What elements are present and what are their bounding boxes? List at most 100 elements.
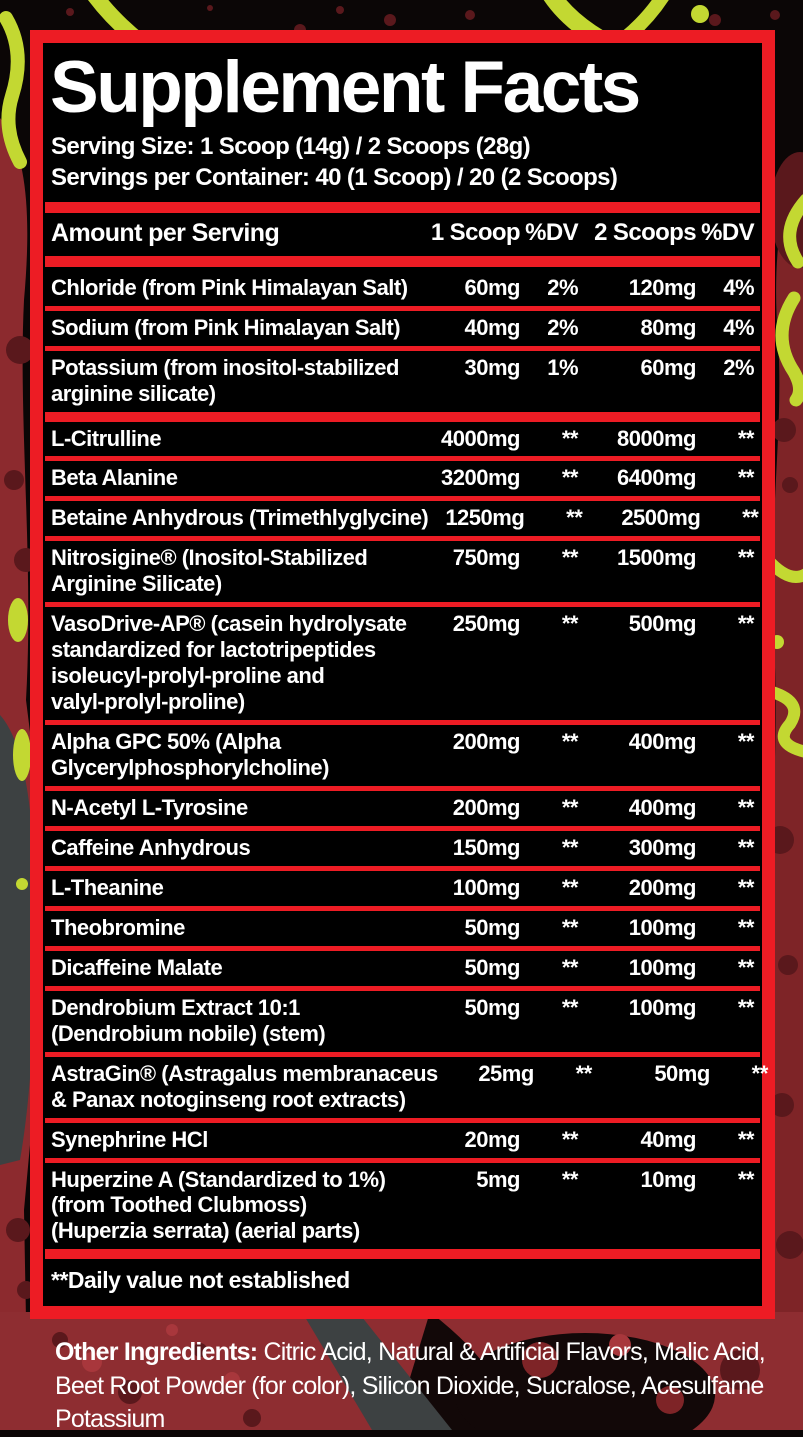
amount-2-scoops: 8000mg — [617, 425, 696, 451]
dv-1-scoop: ** — [561, 954, 579, 980]
ingredient-name: Huperzine A (Standardized to 1%) (from T… — [51, 1166, 386, 1244]
dv-1-scoop: ** — [561, 611, 579, 637]
dv-2-scoops: ** — [737, 425, 755, 451]
dv-2-scoops: 4% — [723, 274, 754, 300]
table-row: Beta Alanine 3200mg ** 6400mg ** — [43, 461, 762, 496]
table-row: Synephrine HCl 20mg ** 40mg ** — [43, 1123, 762, 1158]
table-row: VasoDrive-AP® (casein hydrolysate standa… — [43, 607, 762, 720]
amount-1-scoop: 5mg — [476, 1166, 520, 1192]
amount-1-scoop: 40mg — [464, 314, 521, 340]
table-row: Alpha GPC 50% (Alpha Glycerylphosphorylc… — [43, 725, 762, 786]
amount-1-scoop: 30mg — [464, 354, 521, 380]
dv-2-scoops: ** — [751, 1060, 769, 1086]
dv-2-scoops: ** — [737, 729, 755, 755]
dv-1-scoop: ** — [566, 505, 583, 531]
amount-1-scoop: 200mg — [452, 729, 521, 755]
table-row: Dicaffeine Malate 50mg ** 100mg ** — [43, 951, 762, 986]
ingredient-name: Alpha GPC 50% (Alpha Glycerylphosphorylc… — [51, 729, 329, 781]
divider-bar — [45, 202, 760, 214]
ingredient-name: Dendrobium Extract 10:1 (Dendrobium nobi… — [51, 994, 326, 1046]
dv-1-scoop: ** — [561, 834, 579, 860]
dv-2-scoops: 4% — [723, 314, 754, 340]
dv-1-scoop: ** — [561, 1166, 579, 1192]
dv-2-scoops: ** — [737, 545, 755, 571]
dv-1-scoop: ** — [561, 465, 579, 491]
ingredient-name: Caffeine Anhydrous — [51, 834, 251, 860]
ingredient-name: L-Citrulline — [51, 425, 162, 451]
row-separator — [45, 411, 760, 422]
dv-1-scoop: 2% — [547, 314, 578, 340]
ingredient-name: L-Theanine — [51, 874, 164, 900]
row-separator — [45, 345, 760, 351]
column-header-1-scoop: 1 Scoop — [430, 219, 521, 247]
amount-2-scoops: 500mg — [628, 611, 697, 637]
dv-1-scoop: 2% — [547, 274, 578, 300]
dv-2-scoops: ** — [737, 954, 755, 980]
ingredient-name: VasoDrive-AP® (casein hydrolysate standa… — [51, 611, 407, 715]
dv-1-scoop: ** — [561, 1126, 579, 1152]
dv-1-scoop: ** — [575, 1060, 593, 1086]
amount-2-scoops: 10mg — [640, 1166, 697, 1192]
row-separator — [45, 1117, 760, 1123]
row-separator — [45, 536, 760, 542]
amount-1-scoop: 150mg — [452, 834, 521, 860]
dv-1-scoop: ** — [561, 729, 579, 755]
table-row: Dendrobium Extract 10:1 (Dendrobium nobi… — [43, 991, 762, 1052]
dv-1-scoop: ** — [561, 874, 579, 900]
row-separator — [45, 496, 760, 502]
amount-2-scoops: 120mg — [628, 274, 697, 300]
dv-1-scoop: ** — [561, 994, 579, 1020]
row-separator — [45, 865, 760, 871]
column-header-2-scoops: 2 Scoops — [594, 219, 697, 247]
amount-1-scoop: 750mg — [452, 545, 521, 571]
row-separator — [45, 825, 760, 831]
amount-2-scoops: 60mg — [640, 354, 697, 380]
ingredient-name: Beta Alanine — [51, 465, 178, 491]
amount-1-scoop: 1250mg — [445, 505, 525, 531]
table-row: Betaine Anhydrous (Trimethlyglycine) 125… — [43, 501, 762, 536]
other-ingredients: Other Ingredients: Citric Acid, Natural … — [30, 1336, 766, 1437]
dv-2-scoops: ** — [737, 874, 755, 900]
amount-1-scoop: 250mg — [452, 611, 521, 637]
amount-2-scoops: 6400mg — [617, 465, 696, 491]
amount-2-scoops: 400mg — [628, 729, 697, 755]
amount-2-scoops: 100mg — [628, 914, 697, 940]
table-row: Caffeine Anhydrous 150mg ** 300mg ** — [43, 831, 762, 866]
ingredient-name: Synephrine HCl — [51, 1126, 208, 1152]
table-row: Sodium (from Pink Himalayan Salt) 40mg 2… — [43, 311, 762, 346]
dv-1-scoop: ** — [561, 545, 579, 571]
column-header-dv-2: %DV — [701, 219, 754, 247]
dv-1-scoop: ** — [561, 425, 579, 451]
dv-1-scoop: 1% — [547, 354, 578, 380]
dv-2-scoops: ** — [737, 1126, 755, 1152]
table-header-row: Amount per Serving 1 Scoop %DV 2 Scoops … — [43, 213, 762, 255]
amount-2-scoops: 100mg — [628, 954, 697, 980]
table-row: Theobromine 50mg ** 100mg ** — [43, 911, 762, 946]
dv-2-scoops: ** — [742, 505, 759, 531]
ingredient-name: Nitrosigine® (Inositol-Stabilized Argini… — [51, 545, 368, 597]
row-separator — [45, 602, 760, 608]
amount-1-scoop: 50mg — [464, 994, 521, 1020]
ingredient-rows: Chloride (from Pink Himalayan Salt) 60mg… — [43, 271, 768, 1260]
amount-1-scoop: 60mg — [464, 274, 521, 300]
row-separator — [45, 905, 760, 911]
ingredient-name: Dicaffeine Malate — [51, 954, 223, 980]
ingredient-name: Chloride (from Pink Himalayan Salt) — [51, 274, 408, 300]
other-ingredients-label: Other Ingredients: — [55, 1338, 258, 1366]
amount-1-scoop: 20mg — [464, 1126, 521, 1152]
dv-2-scoops: 2% — [723, 354, 754, 380]
table-row: Potassium (from inositol-stabilized argi… — [43, 351, 762, 412]
table-row: Huperzine A (Standardized to 1%) (from T… — [43, 1163, 762, 1250]
amount-2-scoops: 100mg — [628, 994, 697, 1020]
row-separator — [45, 305, 760, 311]
divider-bar — [45, 255, 760, 267]
row-separator — [45, 785, 760, 791]
ingredient-name: Potassium (from inositol-stabilized argi… — [51, 354, 399, 406]
row-separator — [45, 1157, 760, 1163]
amount-2-scoops: 400mg — [628, 794, 697, 820]
row-separator — [45, 1249, 760, 1260]
amount-1-scoop: 100mg — [452, 874, 521, 900]
amount-1-scoop: 25mg — [478, 1060, 534, 1086]
amount-2-scoops: 1500mg — [617, 545, 696, 571]
amount-2-scoops: 80mg — [640, 314, 697, 340]
